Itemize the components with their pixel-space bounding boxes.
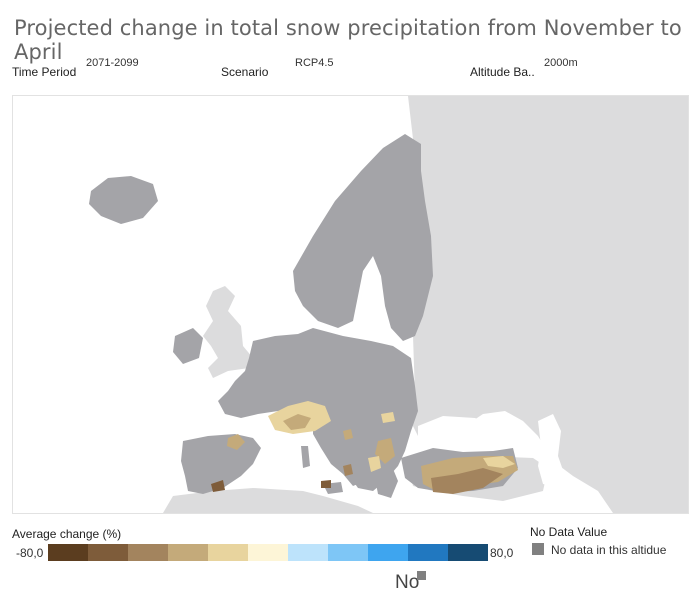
altitude-value[interactable]: 2000m [544,57,578,69]
no-data-label: No data in this altidue [551,543,667,557]
page-title: Projected change in total snow precipita… [14,16,682,64]
legend-color-step-4 [208,544,248,561]
legend-color-step-10 [448,544,488,561]
legend-color-step-2 [128,544,168,561]
scenario-label: Scenario [221,65,269,79]
legend-title: Average change (%) [12,527,122,541]
legend-color-step-0 [48,544,88,561]
time-period-label: Time Period [12,65,77,79]
bottom-no-data-marker [417,571,426,580]
altitude-label: Altitude Ba.. [470,65,535,79]
legend-color-step-9 [408,544,448,561]
land-outside-region [163,96,688,513]
time-period-value[interactable]: 2071-2099 [86,57,139,69]
study-region-land [89,134,518,498]
no-data-swatch [532,543,544,555]
legend-color-step-3 [168,544,208,561]
legend-color-step-8 [368,544,408,561]
bottom-no-text: No [395,572,420,593]
legend-max-value: 80,0 [490,546,514,560]
snow-change-patches [211,401,518,494]
no-data-title: No Data Value [530,525,608,539]
legend-color-step-1 [88,544,128,561]
legend-color-step-6 [288,544,328,561]
legend-color-step-5 [248,544,288,561]
legend-min-value: -80,0 [16,546,44,560]
europe-map[interactable] [12,95,689,514]
scenario-value[interactable]: RCP4.5 [295,57,334,69]
legend-color-scale [48,544,488,561]
map-canvas[interactable] [13,96,688,513]
caspian-sea [538,414,565,488]
black-sea [418,416,503,451]
legend-color-step-7 [328,544,368,561]
